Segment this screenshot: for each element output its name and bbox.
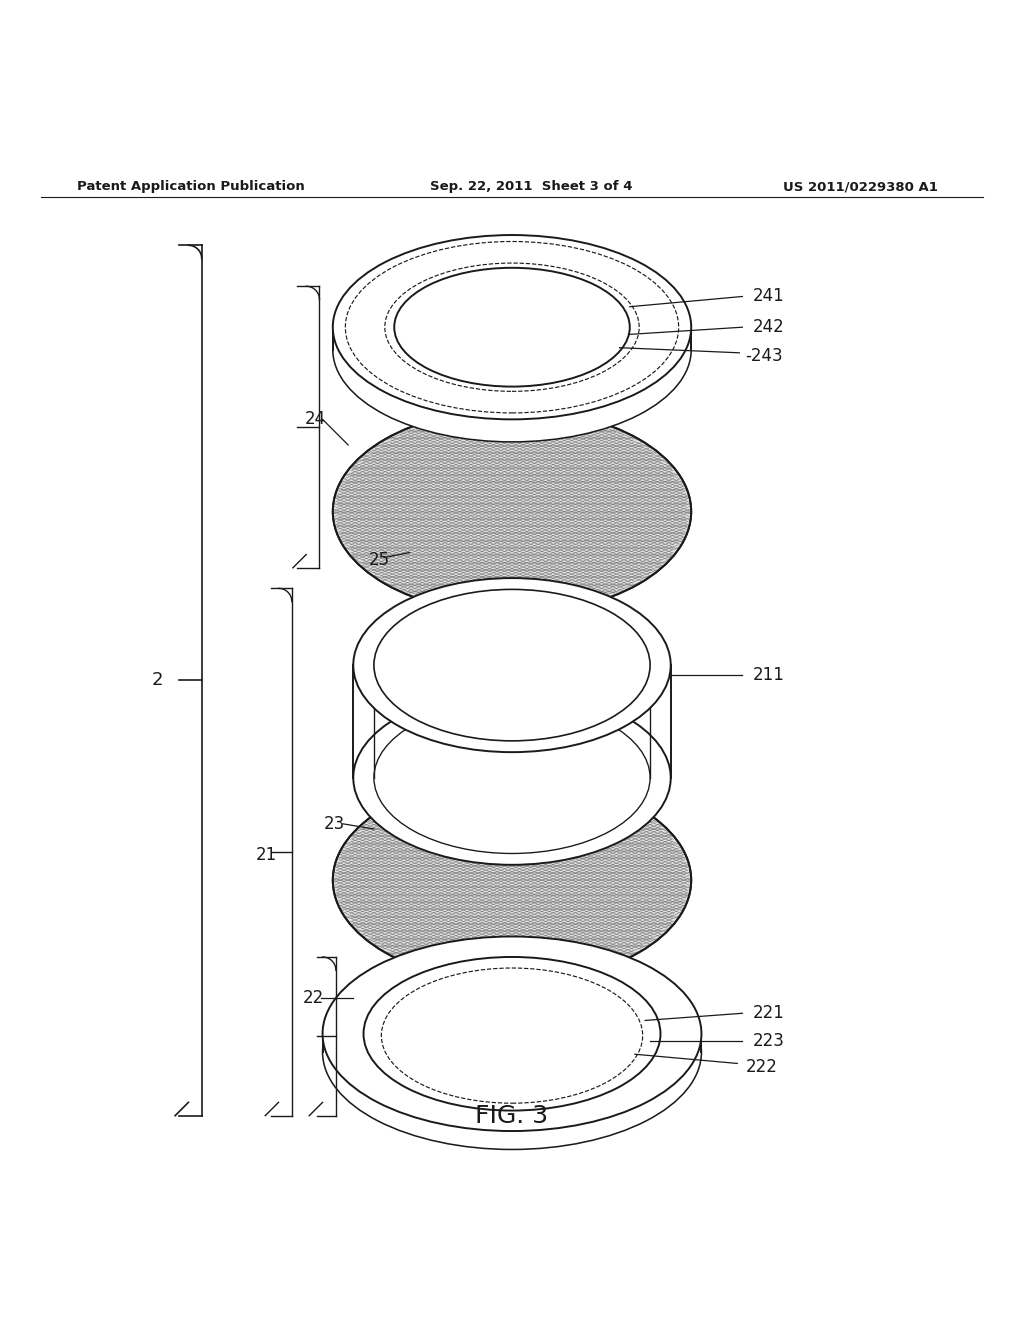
Ellipse shape	[374, 590, 650, 741]
Ellipse shape	[333, 777, 691, 982]
Ellipse shape	[323, 954, 701, 1150]
Ellipse shape	[364, 957, 660, 1110]
Ellipse shape	[353, 578, 671, 752]
Ellipse shape	[353, 690, 671, 865]
Text: US 2011/0229380 A1: US 2011/0229380 A1	[783, 181, 938, 194]
Ellipse shape	[394, 290, 630, 409]
Text: FIG. 3: FIG. 3	[475, 1104, 549, 1127]
Text: 211: 211	[753, 667, 784, 684]
Text: 23: 23	[324, 814, 345, 833]
Text: 24: 24	[305, 411, 327, 429]
Text: 21: 21	[256, 846, 278, 863]
Text: 25: 25	[369, 550, 390, 569]
Ellipse shape	[394, 268, 630, 387]
Text: 222: 222	[745, 1057, 777, 1076]
Text: Patent Application Publication: Patent Application Publication	[77, 181, 304, 194]
Ellipse shape	[374, 702, 650, 854]
Text: Sep. 22, 2011  Sheet 3 of 4: Sep. 22, 2011 Sheet 3 of 4	[430, 181, 633, 194]
Text: 242: 242	[753, 318, 784, 337]
Text: 241: 241	[753, 288, 784, 305]
Ellipse shape	[333, 409, 691, 614]
Text: 22: 22	[303, 989, 325, 1007]
Text: -243: -243	[745, 347, 783, 364]
Text: 2: 2	[152, 672, 163, 689]
Ellipse shape	[333, 257, 691, 442]
Text: 223: 223	[753, 1032, 784, 1049]
Ellipse shape	[364, 975, 660, 1129]
Ellipse shape	[333, 235, 691, 420]
Ellipse shape	[323, 936, 701, 1131]
Text: 221: 221	[753, 1005, 784, 1022]
